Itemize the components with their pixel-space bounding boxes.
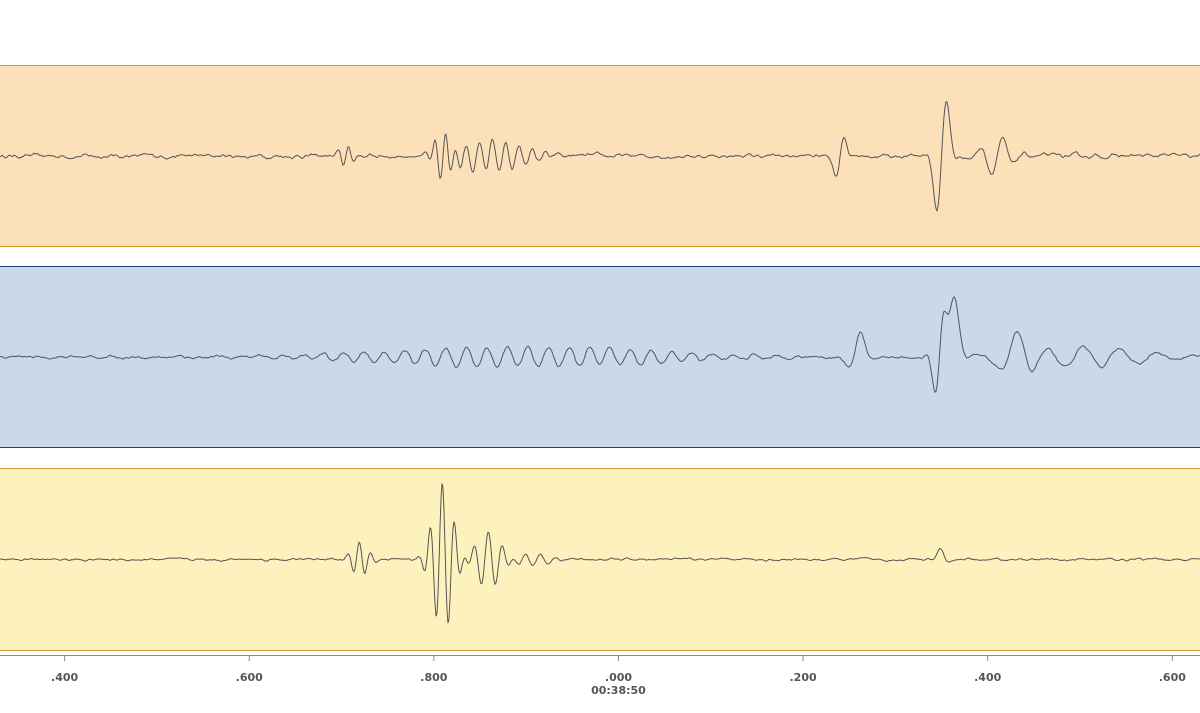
trace-plot-3 — [0, 483, 1200, 624]
trace-plot-1 — [0, 101, 1200, 213]
axis-tick-label-0: .400 — [51, 671, 78, 684]
seismic-trace-2 — [0, 266, 1200, 448]
waveform-line-3 — [0, 483, 1200, 624]
axis-tick-label-4: .200 — [790, 671, 817, 684]
axis-tick-label-1: .600 — [236, 671, 263, 684]
seismic-trace-1 — [0, 65, 1200, 247]
axis-tick-label-6: .600 — [1159, 671, 1186, 684]
trace-plot-2 — [0, 296, 1200, 393]
waveform-line-2 — [0, 296, 1200, 393]
seismic-trace-3 — [0, 468, 1200, 651]
axis-tick-label-2: .800 — [420, 671, 447, 684]
waveform-line-1 — [0, 101, 1200, 213]
axis-tick-label-5: .400 — [974, 671, 1001, 684]
axis-time-label: 00:38:50 — [591, 684, 646, 697]
axis-tick-label-3: .000 — [605, 671, 632, 684]
